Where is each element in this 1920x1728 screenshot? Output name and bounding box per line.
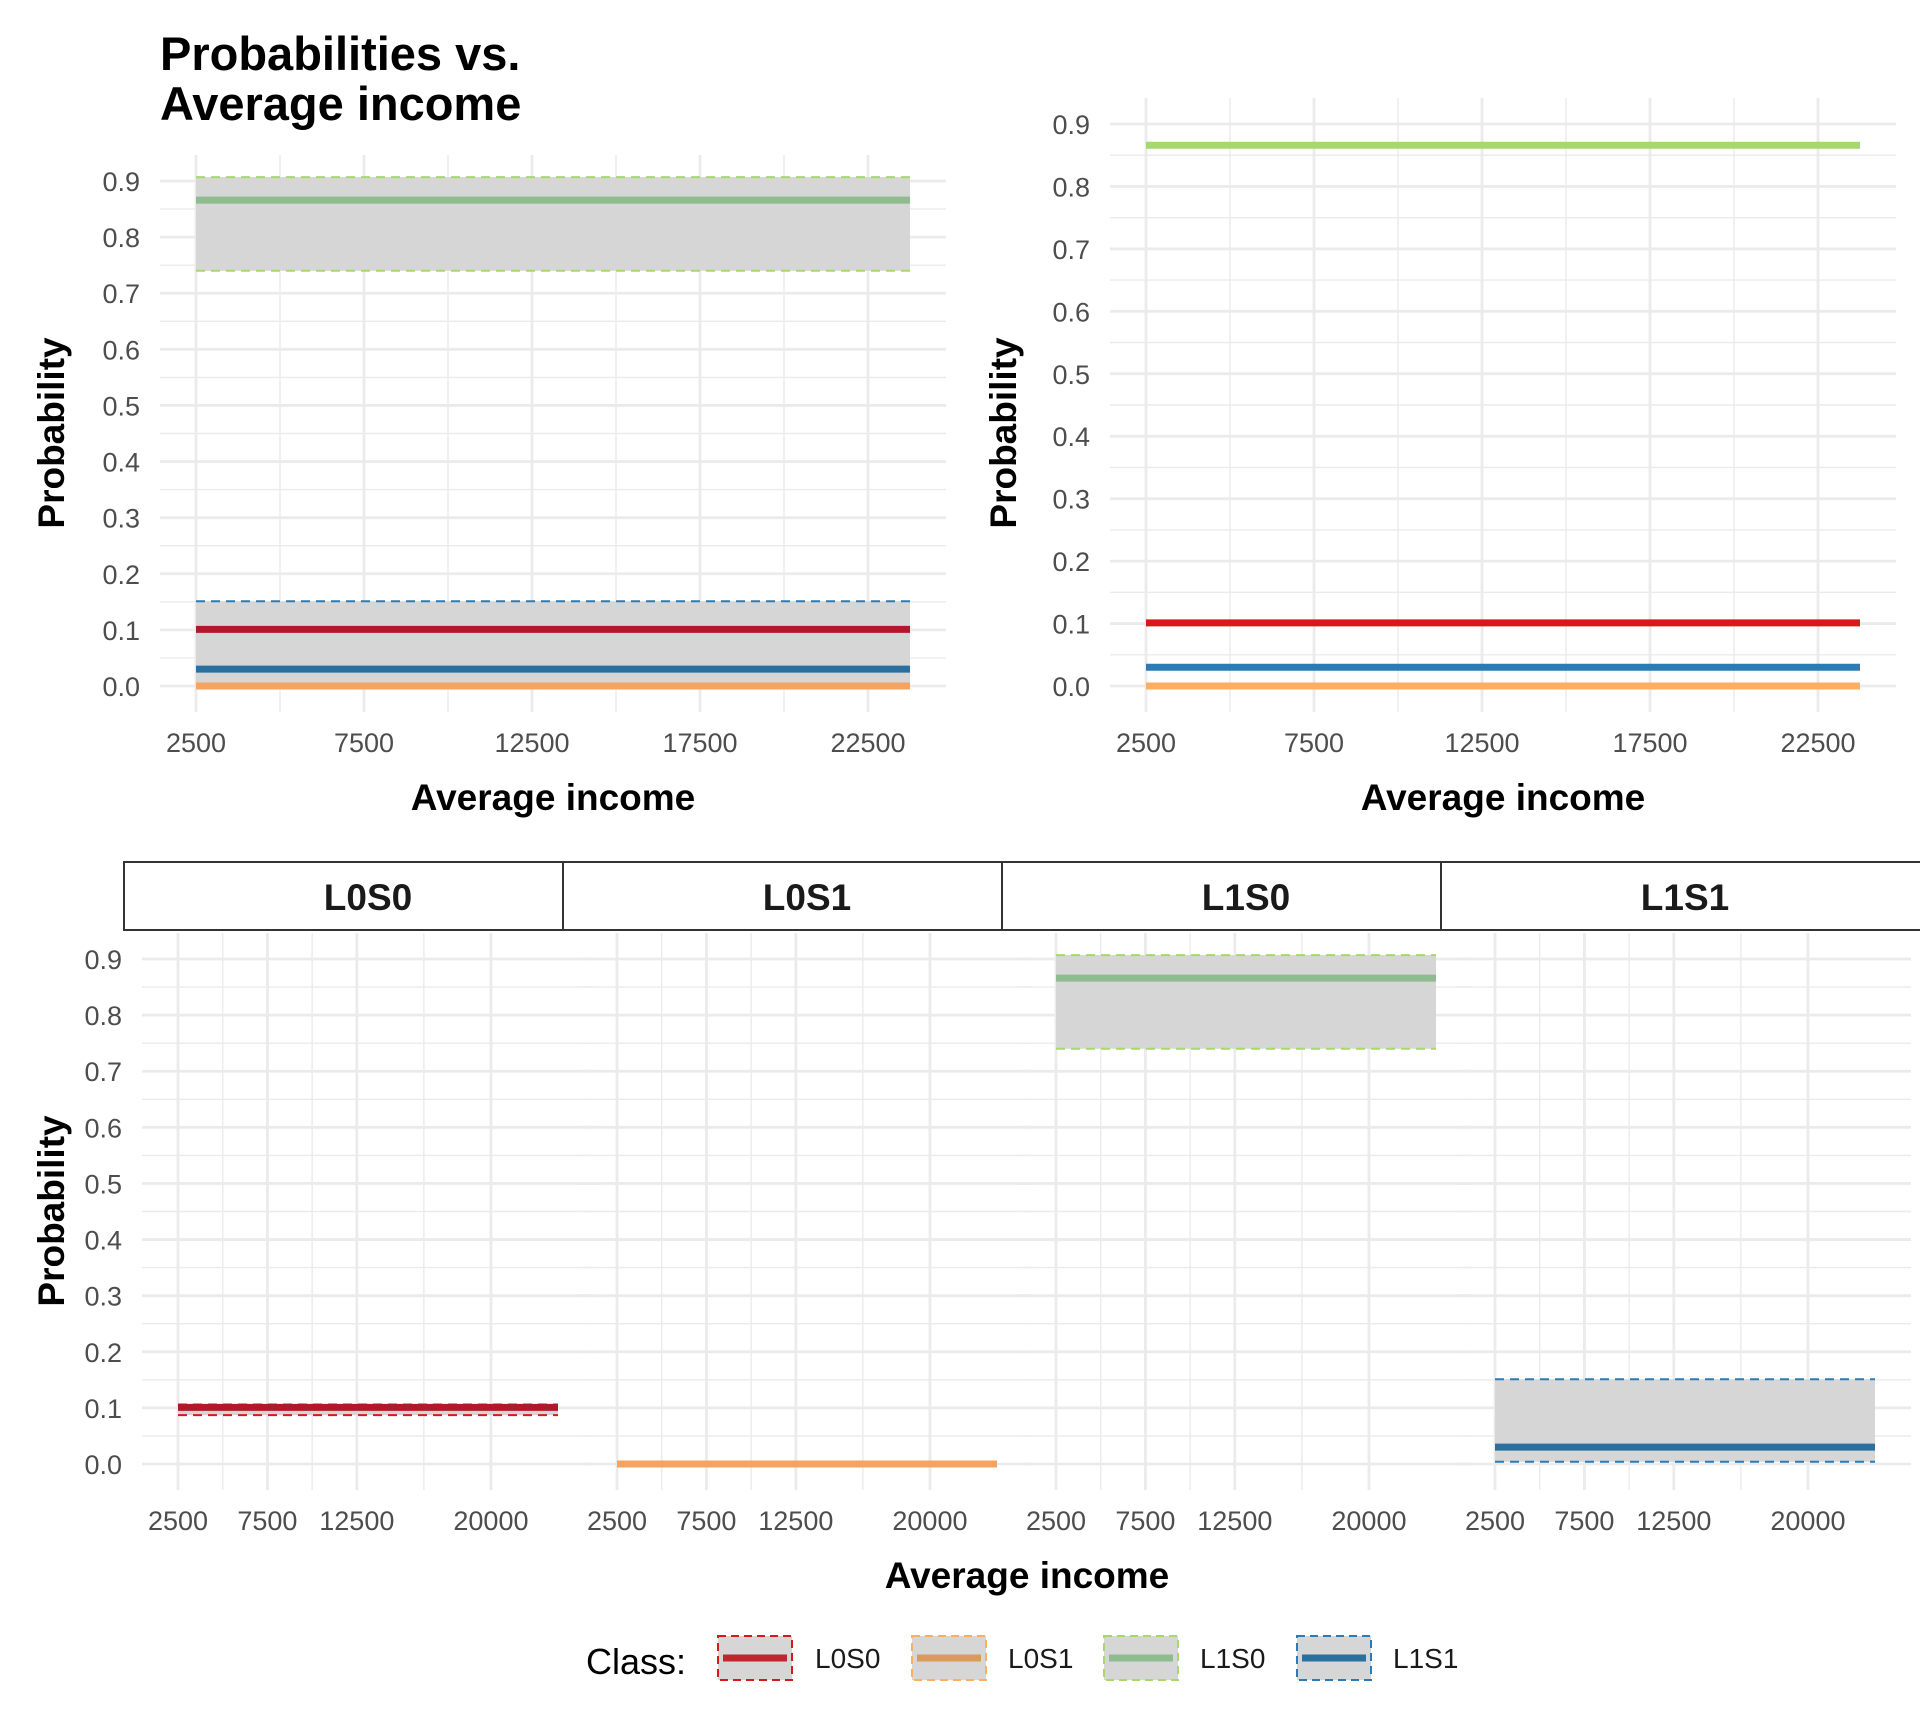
y-axis-title: Probability xyxy=(31,337,72,529)
confidence-ribbon xyxy=(196,177,910,271)
legend-key-l1s0: L1S0 xyxy=(1103,1635,1265,1681)
x-tick-label: 20000 xyxy=(1770,1506,1845,1536)
x-tick-label: 2500 xyxy=(166,728,226,758)
legend: Class: L0S0 L0S1 L1S0 L1S1 xyxy=(586,1635,1458,1682)
legend-title: Class: xyxy=(586,1641,686,1682)
y-tick-label: 0.3 xyxy=(1052,485,1090,515)
y-tick-label: 0.6 xyxy=(102,335,140,365)
facet-strip xyxy=(1440,861,1920,931)
y-axis-title: Probability xyxy=(983,337,1024,529)
y-axis-title: Probability xyxy=(31,1115,72,1307)
y-tick-label: 0.6 xyxy=(1052,297,1090,327)
x-tick-label: 12500 xyxy=(1197,1506,1272,1536)
y-tick-label: 0.5 xyxy=(1052,360,1090,390)
x-tick-label: 2500 xyxy=(1026,1506,1086,1536)
facet-strip-label: L1S0 xyxy=(1202,877,1290,918)
legend-label: L1S0 xyxy=(1200,1643,1265,1674)
panel-top-right: 0.0 0.1 0.2 0.3 0.4 0.5 0.6 0.7 0.8 0.9 2500 7500 12… xyxy=(983,98,1896,818)
x-tick-label: 7500 xyxy=(1284,728,1344,758)
y-tick-label: 0.4 xyxy=(102,448,140,478)
legend-label: L1S1 xyxy=(1393,1643,1458,1674)
y-tick-label: 0.1 xyxy=(84,1394,122,1424)
legend-label: L0S0 xyxy=(815,1643,880,1674)
x-tick-label: 7500 xyxy=(334,728,394,758)
y-tick-label: 0.7 xyxy=(1052,235,1090,265)
x-tick-label: 12500 xyxy=(494,728,569,758)
x-tick-label: 7500 xyxy=(1115,1506,1175,1536)
y-tick-label: 0.5 xyxy=(84,1169,122,1199)
y-tick-label: 0.9 xyxy=(1052,110,1090,140)
y-tick-label: 0.3 xyxy=(84,1282,122,1312)
x-tick-label: 7500 xyxy=(237,1506,297,1536)
main-title-line-1: Probabilities vs. xyxy=(160,27,520,80)
main-title-line-2: Average income xyxy=(160,77,521,130)
facet-strip-label: L0S0 xyxy=(324,877,412,918)
y-tick-label: 0.8 xyxy=(102,223,140,253)
facet-x-axis-title: Average income xyxy=(885,1555,1169,1596)
y-tick-label: 0.4 xyxy=(84,1226,122,1256)
legend-label: L0S1 xyxy=(1008,1643,1073,1674)
y-tick-label: 0.4 xyxy=(1052,422,1090,452)
facet-panel-l0s0: 0.0 0.1 0.2 0.3 0.4 0.5 0.6 0.7 0.8 0.9 2500 7500 12… xyxy=(31,861,613,1536)
x-tick-label: 20000 xyxy=(1331,1506,1406,1536)
x-tick-label: 12500 xyxy=(1636,1506,1711,1536)
confidence-ribbon xyxy=(1056,955,1436,1049)
y-tick-label: 0.5 xyxy=(102,391,140,421)
facet-strip-label: L0S1 xyxy=(763,877,851,918)
facet-strip xyxy=(562,861,1052,931)
y-tick-label: 0.0 xyxy=(102,672,140,702)
y-tick-label: 0.2 xyxy=(1052,547,1090,577)
x-tick-label: 12500 xyxy=(319,1506,394,1536)
plot-panels: 0.0 0.1 0.2 0.3 0.4 0.5 0.6 0.7 0.8 0.9 2500 7500 12… xyxy=(31,98,1920,1596)
y-tick-label: 0.3 xyxy=(102,504,140,534)
facet-strip xyxy=(1001,861,1491,931)
x-axis-title: Average income xyxy=(411,777,695,818)
x-tick-label: 17500 xyxy=(1612,728,1687,758)
legend-key-l0s1: L0S1 xyxy=(911,1635,1073,1681)
x-tick-label: 2500 xyxy=(587,1506,647,1536)
y-tick-label: 0.8 xyxy=(84,1001,122,1031)
x-tick-label: 7500 xyxy=(676,1506,736,1536)
x-tick-label: 12500 xyxy=(1444,728,1519,758)
x-tick-label: 20000 xyxy=(892,1506,967,1536)
y-tick-label: 0.9 xyxy=(84,945,122,975)
y-tick-label: 0.0 xyxy=(84,1450,122,1480)
x-tick-label: 22500 xyxy=(1780,728,1855,758)
y-tick-label: 0.7 xyxy=(84,1057,122,1087)
x-tick-label: 22500 xyxy=(830,728,905,758)
x-axis-title: Average income xyxy=(1361,777,1645,818)
facet-panel-l0s1: 2500 7500 12500 20000 L0S1 xyxy=(562,861,1052,1536)
y-tick-label: 0.1 xyxy=(1052,610,1090,640)
x-tick-label: 2500 xyxy=(1465,1506,1525,1536)
facet-panel-l1s0: 2500 7500 12500 20000 L1S0 xyxy=(1001,861,1491,1536)
facet-strip-label: L1S1 xyxy=(1641,877,1729,918)
panel-top-left: 0.0 0.1 0.2 0.3 0.4 0.5 0.6 0.7 0.8 0.9 2500 7500 12… xyxy=(31,155,946,818)
main-title: Probabilities vs. Average income xyxy=(160,27,521,130)
y-tick-label: 0.7 xyxy=(102,279,140,309)
y-tick-label: 0.6 xyxy=(84,1113,122,1143)
y-tick-label: 0.9 xyxy=(102,167,140,197)
x-tick-label: 17500 xyxy=(662,728,737,758)
legend-key-l1s1: L1S1 xyxy=(1296,1635,1458,1681)
legend-key-l0s0: L0S0 xyxy=(717,1635,880,1681)
x-tick-label: 2500 xyxy=(1116,728,1176,758)
facet-panel-l1s1: 2500 7500 12500 20000 L1S1 xyxy=(1440,861,1920,1536)
y-tick-label: 0.8 xyxy=(1052,172,1090,202)
y-tick-label: 0.2 xyxy=(102,560,140,590)
y-tick-label: 0.2 xyxy=(84,1338,122,1368)
facet-strip xyxy=(123,861,613,931)
y-tick-label: 0.1 xyxy=(102,616,140,646)
x-tick-label: 20000 xyxy=(453,1506,528,1536)
x-tick-label: 2500 xyxy=(148,1506,208,1536)
y-tick-label: 0.0 xyxy=(1052,672,1090,702)
x-tick-label: 7500 xyxy=(1554,1506,1614,1536)
x-tick-label: 12500 xyxy=(758,1506,833,1536)
